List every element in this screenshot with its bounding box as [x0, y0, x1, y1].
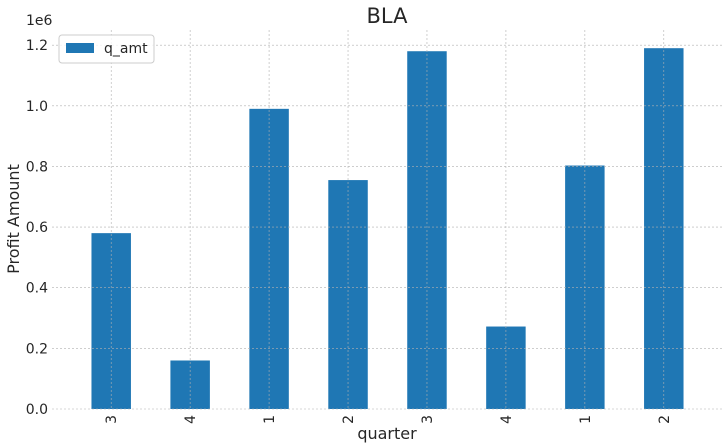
- legend-label: q_amt: [104, 41, 148, 57]
- x-tick-label: 1: [578, 415, 594, 424]
- legend-frame: [58, 34, 155, 64]
- y-tick-label: 0.8: [26, 159, 48, 175]
- y-tick-label: 1.0: [26, 99, 48, 115]
- x-tick-label: 4: [183, 415, 199, 424]
- legend-swatch: [66, 43, 94, 53]
- x-tick-label: 2: [657, 415, 673, 424]
- grid: [52, 30, 723, 410]
- x-tick-label: 3: [104, 415, 120, 424]
- x-axis-label: quarter: [357, 424, 417, 443]
- tick-labels: 0.0 0.2 0.4 0.6 0.8 1.0 1.2 3 4 1 2 3 4 1 2: [26, 38, 673, 424]
- y-axis-label: Profit Amount: [4, 164, 23, 274]
- bar: [644, 48, 684, 409]
- y-tick-label: 0.4: [26, 281, 48, 297]
- y-offset-label: 1e6: [26, 13, 53, 29]
- x-tick-label: 3: [420, 415, 436, 424]
- y-tick-label: 1.2: [26, 38, 48, 54]
- chart-title: BLA: [367, 4, 409, 28]
- y-tick-label: 0.2: [26, 341, 48, 357]
- y-tick-label: 0.0: [26, 402, 48, 418]
- x-tick-label: 4: [499, 415, 515, 424]
- legend: q_amt: [58, 34, 155, 64]
- y-tick-label: 0.6: [26, 220, 48, 236]
- x-tick-label: 1: [262, 415, 278, 424]
- bar: [170, 360, 210, 409]
- x-tick-label: 2: [341, 415, 357, 424]
- bars: [91, 48, 684, 409]
